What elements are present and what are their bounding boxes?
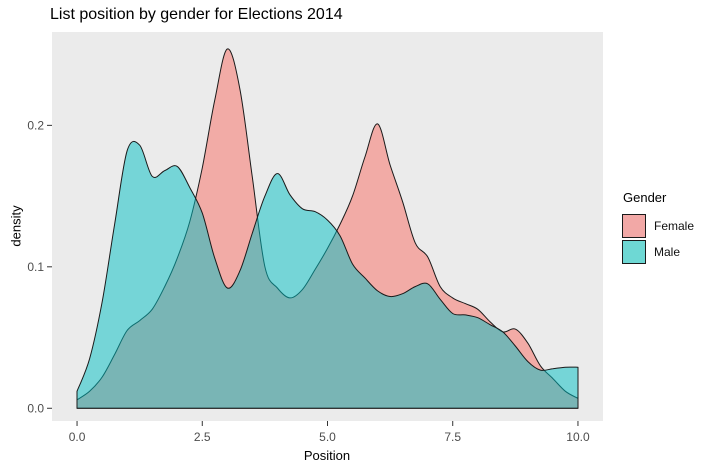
x-tick-label: 7.5 [444,430,461,444]
legend-key-female [622,214,646,238]
y-axis-label: density [8,205,24,247]
legend: Gender Female Male [622,190,694,266]
legend-label-female: Female [654,219,695,233]
y-tick-label: 0.2 [27,118,44,132]
x-axis-label: Position [303,448,351,463]
y-tick-label: 0.1 [27,260,44,274]
legend-key-male [622,240,646,264]
x-tick-label: 10.0 [566,430,590,444]
y-tick-label: 0.0 [27,401,44,415]
x-tick-label: 5.0 [319,430,336,444]
x-tick-label: 2.5 [194,430,211,444]
legend-item-female: Female [622,214,694,238]
x-tick-label: 0.0 [69,430,86,444]
chart-title: List position by gender for Elections 20… [50,6,343,23]
legend-title: Gender [623,190,667,205]
legend-label-male: Male [654,245,681,259]
legend-item-male: Male [622,240,694,264]
male-density-area [76,140,579,409]
